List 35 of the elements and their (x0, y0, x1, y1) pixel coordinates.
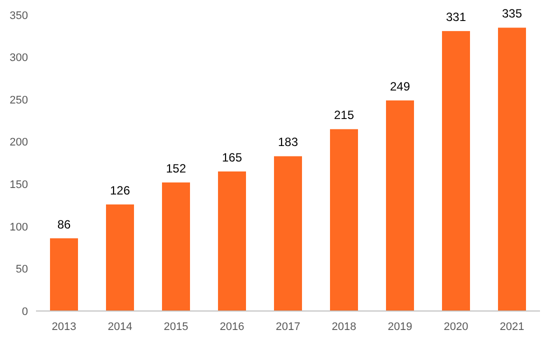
y-tick-label: 350 (10, 10, 28, 22)
data-label: 165 (222, 150, 242, 164)
x-tick-label: 2016 (220, 321, 244, 333)
x-tick-label: 2021 (500, 321, 524, 333)
bar (498, 28, 526, 311)
bar (50, 238, 78, 311)
data-label: 86 (57, 217, 71, 232)
x-tick-label: 2018 (332, 321, 356, 333)
y-tick-label: 0 (22, 306, 28, 318)
bar (330, 129, 358, 311)
x-tick-label: 2014 (108, 321, 132, 333)
data-label: 335 (502, 6, 522, 21)
bar (218, 171, 246, 311)
bar (106, 204, 134, 311)
data-label: 249 (390, 79, 410, 94)
y-tick-label: 200 (10, 136, 28, 149)
x-tick-label: 2015 (164, 321, 188, 333)
bar (386, 100, 414, 311)
bar (162, 182, 190, 311)
data-label: 331 (446, 10, 466, 24)
y-tick-label: 150 (10, 178, 28, 191)
x-tick-label: 2020 (444, 321, 468, 333)
y-tick-label: 100 (10, 221, 28, 234)
data-label: 215 (334, 108, 354, 122)
x-tick-label: 2019 (388, 321, 412, 333)
bar (274, 156, 302, 311)
data-label: 152 (166, 161, 186, 176)
data-label: 126 (110, 183, 130, 198)
data-label: 183 (278, 135, 298, 150)
x-tick-label: 2017 (276, 321, 300, 333)
y-tick-label: 300 (10, 52, 28, 64)
bar (442, 31, 470, 311)
x-tick-label: 2013 (52, 321, 76, 333)
y-tick-label: 250 (10, 94, 28, 106)
y-tick-label: 50 (16, 264, 28, 276)
